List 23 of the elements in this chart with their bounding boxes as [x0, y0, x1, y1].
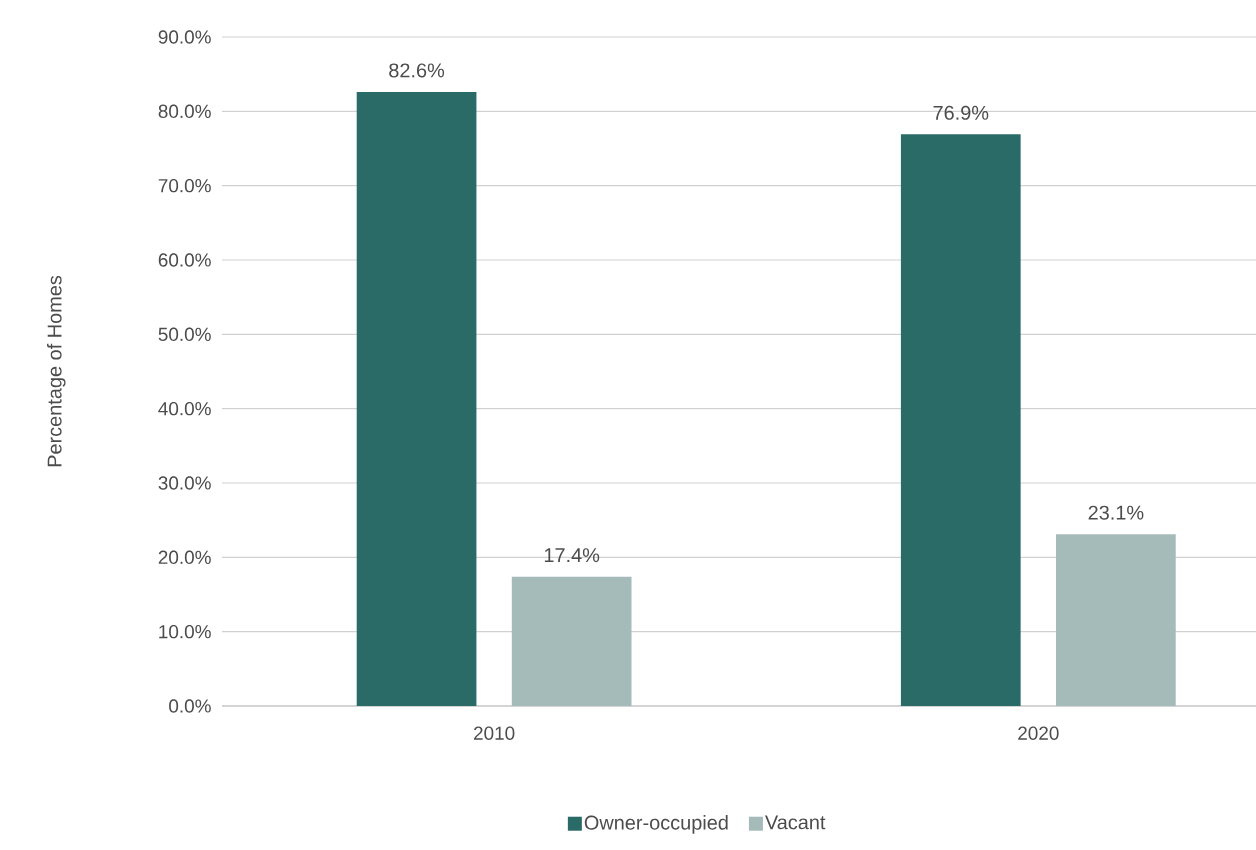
y-tick-label: 80.0%: [158, 104, 211, 119]
bar: [1056, 534, 1176, 706]
y-tick-label: 0.0%: [169, 699, 211, 713]
y-tick-label: 90.0%: [158, 30, 211, 44]
y-tick-label: 70.0%: [158, 178, 211, 193]
x-tick-label: 2010: [474, 726, 515, 740]
data-label: 17.4%: [544, 548, 600, 563]
bar: [356, 92, 477, 706]
y-axis-title: Percentage of Homes: [47, 275, 66, 467]
legend-label: Owner-occupied: [584, 815, 728, 834]
y-tick-label: 40.0%: [158, 401, 211, 416]
data-label: 23.1%: [1088, 505, 1144, 520]
data-label: 76.9%: [933, 105, 989, 120]
y-tick-label: 60.0%: [158, 253, 211, 267]
x-tick-label: 2020: [1018, 726, 1059, 740]
y-tick-label: 10.0%: [159, 624, 211, 639]
y-tick-label: 50.0%: [158, 327, 211, 342]
legend-label: Vacant: [765, 815, 826, 830]
y-tick-label: 20.0%: [158, 550, 211, 565]
y-tick-label: 30.0%: [158, 476, 211, 490]
bar: [511, 576, 632, 706]
bar: [900, 134, 1021, 706]
data-label: 82.6%: [389, 63, 445, 78]
